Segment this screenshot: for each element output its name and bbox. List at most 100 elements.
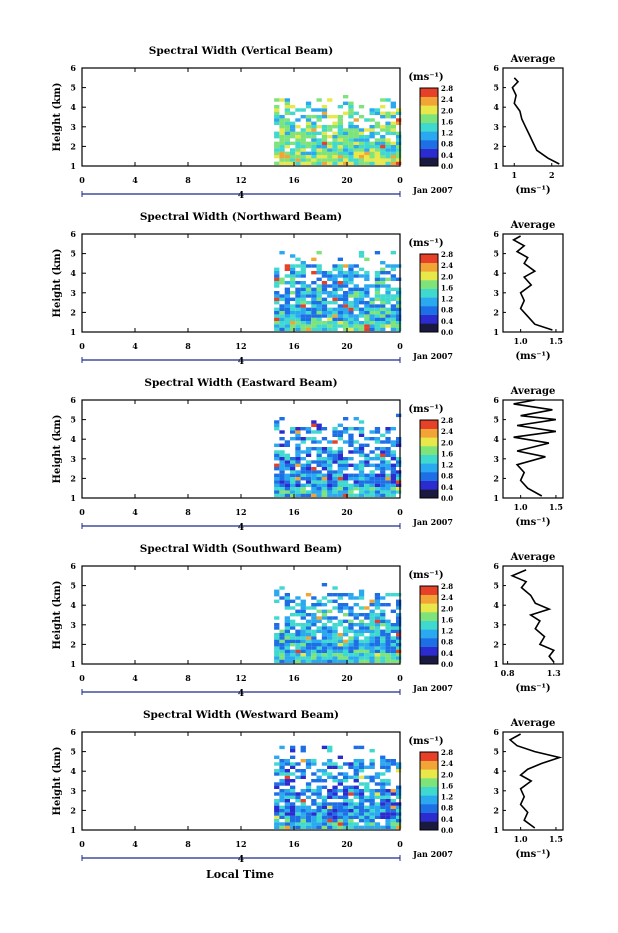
heatmap-cell <box>337 633 343 637</box>
heatmap-cell <box>353 805 359 809</box>
heatmap-cell <box>316 619 322 623</box>
heatmap-cell <box>396 613 402 617</box>
heatmap-cell <box>305 629 312 633</box>
heatmap-cell <box>385 619 391 623</box>
heatmap-cell <box>353 483 359 487</box>
heatmap-cell <box>358 450 365 454</box>
heatmap-cell <box>290 809 296 813</box>
heatmap-cell <box>316 812 322 816</box>
heatmap-cell <box>295 463 301 467</box>
heatmap-cell <box>327 115 333 119</box>
heatmap-cell <box>353 629 359 633</box>
heatmap-cell <box>380 261 386 265</box>
heatmap-cell <box>284 118 290 122</box>
heatmap-cell <box>380 616 386 620</box>
heatmap-cell <box>305 437 312 441</box>
heatmap-cell <box>385 490 391 494</box>
heatmap-cell <box>274 812 280 816</box>
heatmap-cell <box>390 487 396 491</box>
heatmap-cell <box>343 417 349 421</box>
colorbar-band <box>420 778 438 787</box>
heatmap-cell <box>390 649 396 653</box>
heatmap-cell <box>316 789 322 793</box>
heatmap-cell <box>311 646 317 650</box>
heatmap-cell <box>337 819 343 823</box>
heatmap-cell <box>390 115 396 119</box>
heatmap-cell <box>374 311 381 315</box>
heatmap-cell <box>343 493 349 497</box>
heatmap-cell <box>343 792 349 796</box>
heatmap-cell <box>348 785 354 789</box>
heatmap-cell <box>332 158 338 162</box>
heatmap-cell <box>274 307 280 311</box>
heatmap-cell <box>380 815 386 819</box>
heatmap-cell <box>369 659 375 663</box>
heatmap-cell <box>380 111 386 115</box>
heatmap-cell <box>348 629 354 633</box>
heatmap-cell <box>327 463 333 467</box>
colorbar-frame <box>419 585 439 665</box>
heatmap-cell <box>279 304 285 308</box>
heatmap-cell <box>311 291 317 295</box>
heatmap-cell <box>374 437 381 441</box>
heatmap-cell <box>396 785 402 789</box>
heatmap-cell <box>279 639 285 643</box>
heatmap-cell <box>358 324 365 328</box>
heatmap-cell <box>358 596 365 600</box>
heatmap-cell <box>364 795 370 799</box>
colorbar-tick-label: 1.2 <box>441 627 453 636</box>
heatmap-cell <box>284 659 290 663</box>
heatmap-cell <box>295 659 301 663</box>
heatmap-cell <box>369 819 375 823</box>
heatmap-cell <box>337 606 343 610</box>
heatmap-cell <box>353 789 359 793</box>
day-label: 4 <box>238 191 244 201</box>
heatmap-cell <box>311 822 317 826</box>
heatmap-cell <box>327 759 333 763</box>
heatmap-cell <box>332 480 338 484</box>
heatmap-cell <box>358 477 365 481</box>
heatmap-cell <box>327 161 333 165</box>
heatmap-cell <box>369 613 375 617</box>
heatmap-cell <box>337 304 343 308</box>
heatmap-cell <box>305 613 312 617</box>
heatmap-cell <box>358 155 365 159</box>
heatmap-cell <box>305 317 312 321</box>
heatmap-cell <box>284 802 290 806</box>
heatmap-cell <box>369 301 375 305</box>
heatmap-cell <box>364 805 370 809</box>
heatmap-cell <box>358 799 365 803</box>
heatmap-cell <box>316 145 322 149</box>
heatmap-cell <box>385 483 391 487</box>
colorbar-tick-label: 2.0 <box>441 272 453 281</box>
heatmap-cell <box>284 317 290 321</box>
heatmap-cell <box>284 759 290 763</box>
heatmap-cell <box>369 779 375 783</box>
heatmap-cell <box>380 267 386 271</box>
heatmap-cell <box>348 659 354 663</box>
heatmap-cell <box>385 779 391 783</box>
heatmap-cell <box>380 307 386 311</box>
heatmap-cell <box>284 460 290 464</box>
heatmap-cell <box>353 779 359 783</box>
heatmap-cell <box>348 643 354 647</box>
heatmap-cell <box>369 125 375 129</box>
heatmap-cell <box>390 822 396 826</box>
average-frame <box>502 399 564 499</box>
heatmap-cell <box>332 277 338 281</box>
heatmap-cell <box>343 101 349 105</box>
heatmap-cell <box>369 437 375 441</box>
heatmap-cell <box>353 659 359 663</box>
x-tick-label: 4 <box>132 507 138 517</box>
heatmap-cell <box>332 297 338 301</box>
heatmap-cell <box>279 795 285 799</box>
heatmap-cell <box>390 453 396 457</box>
heatmap-cell <box>300 772 306 776</box>
heatmap-cell <box>343 128 349 132</box>
heatmap-cell <box>353 795 359 799</box>
heatmap-cell <box>332 629 338 633</box>
y-tick-label: 1 <box>70 825 76 835</box>
heatmap-cell <box>358 254 365 258</box>
heatmap-cell <box>374 141 381 145</box>
heatmap-cell <box>279 659 285 663</box>
